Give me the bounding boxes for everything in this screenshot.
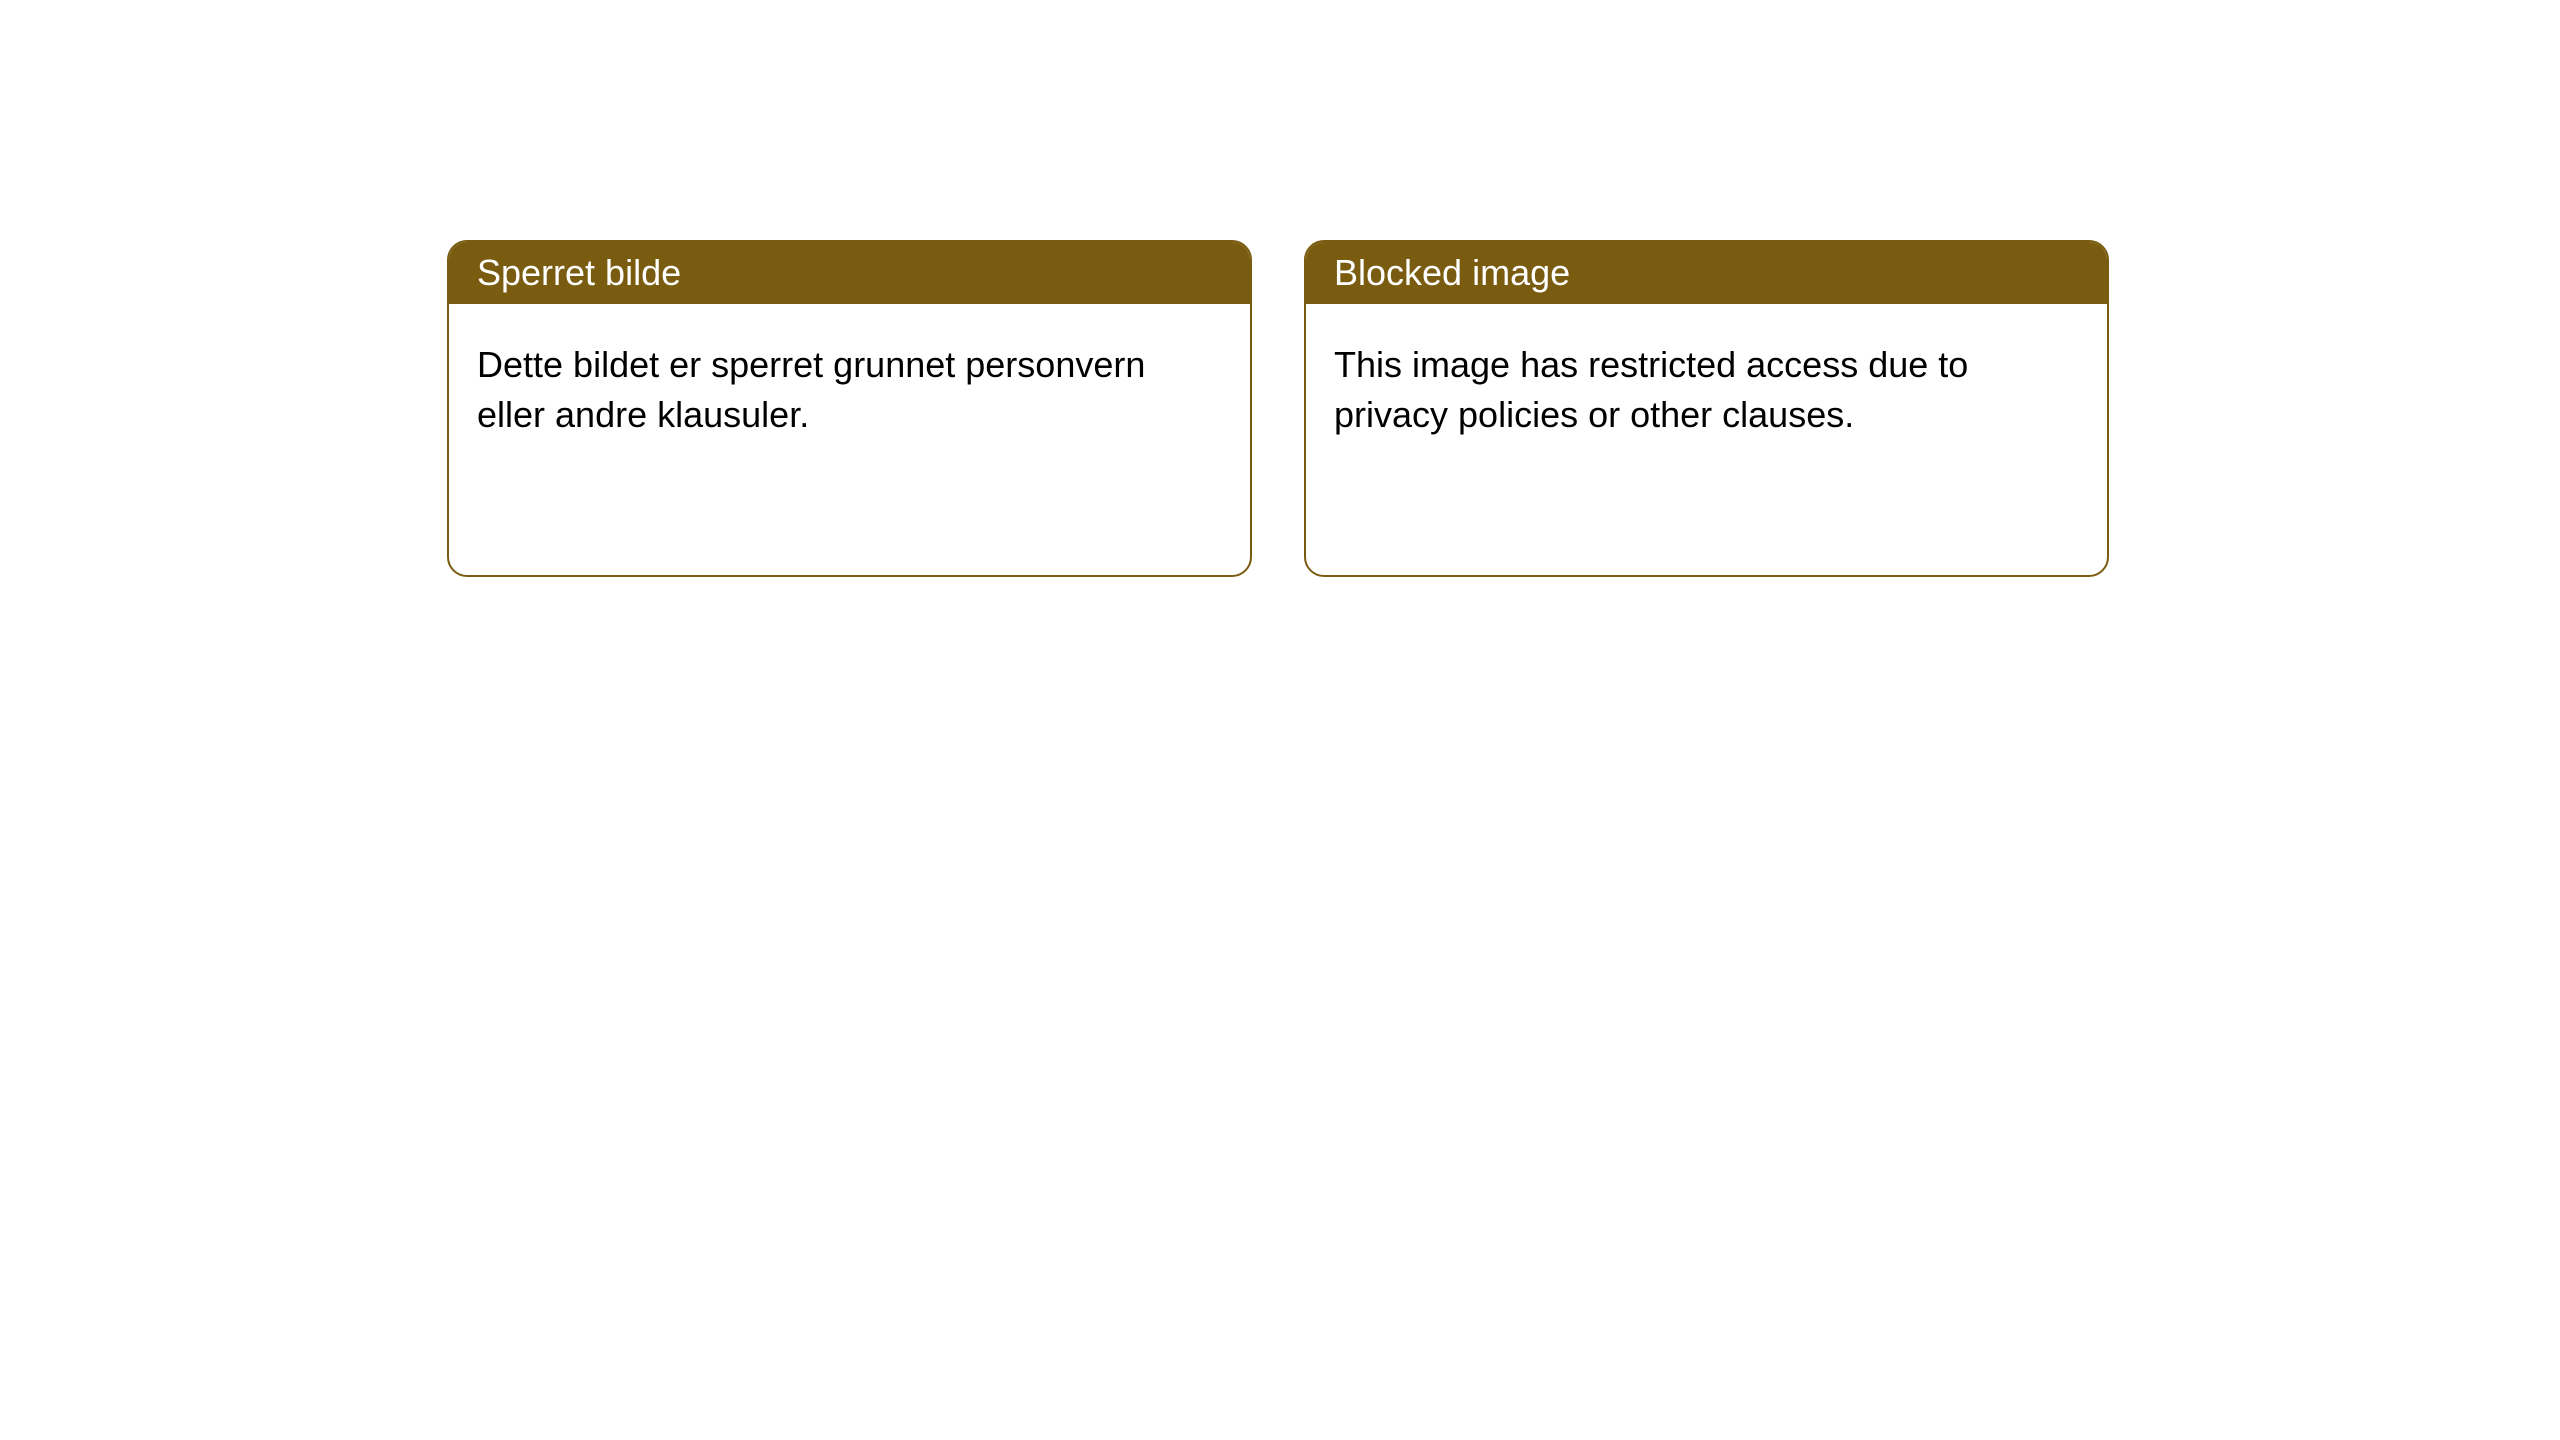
notice-body: This image has restricted access due to … bbox=[1306, 304, 2107, 477]
notice-card-english: Blocked image This image has restricted … bbox=[1304, 240, 2109, 577]
notice-body: Dette bildet er sperret grunnet personve… bbox=[449, 304, 1250, 477]
notice-card-norwegian: Sperret bilde Dette bildet er sperret gr… bbox=[447, 240, 1252, 577]
notice-container: Sperret bilde Dette bildet er sperret gr… bbox=[0, 0, 2560, 577]
notice-title: Sperret bilde bbox=[449, 242, 1250, 304]
notice-title: Blocked image bbox=[1306, 242, 2107, 304]
